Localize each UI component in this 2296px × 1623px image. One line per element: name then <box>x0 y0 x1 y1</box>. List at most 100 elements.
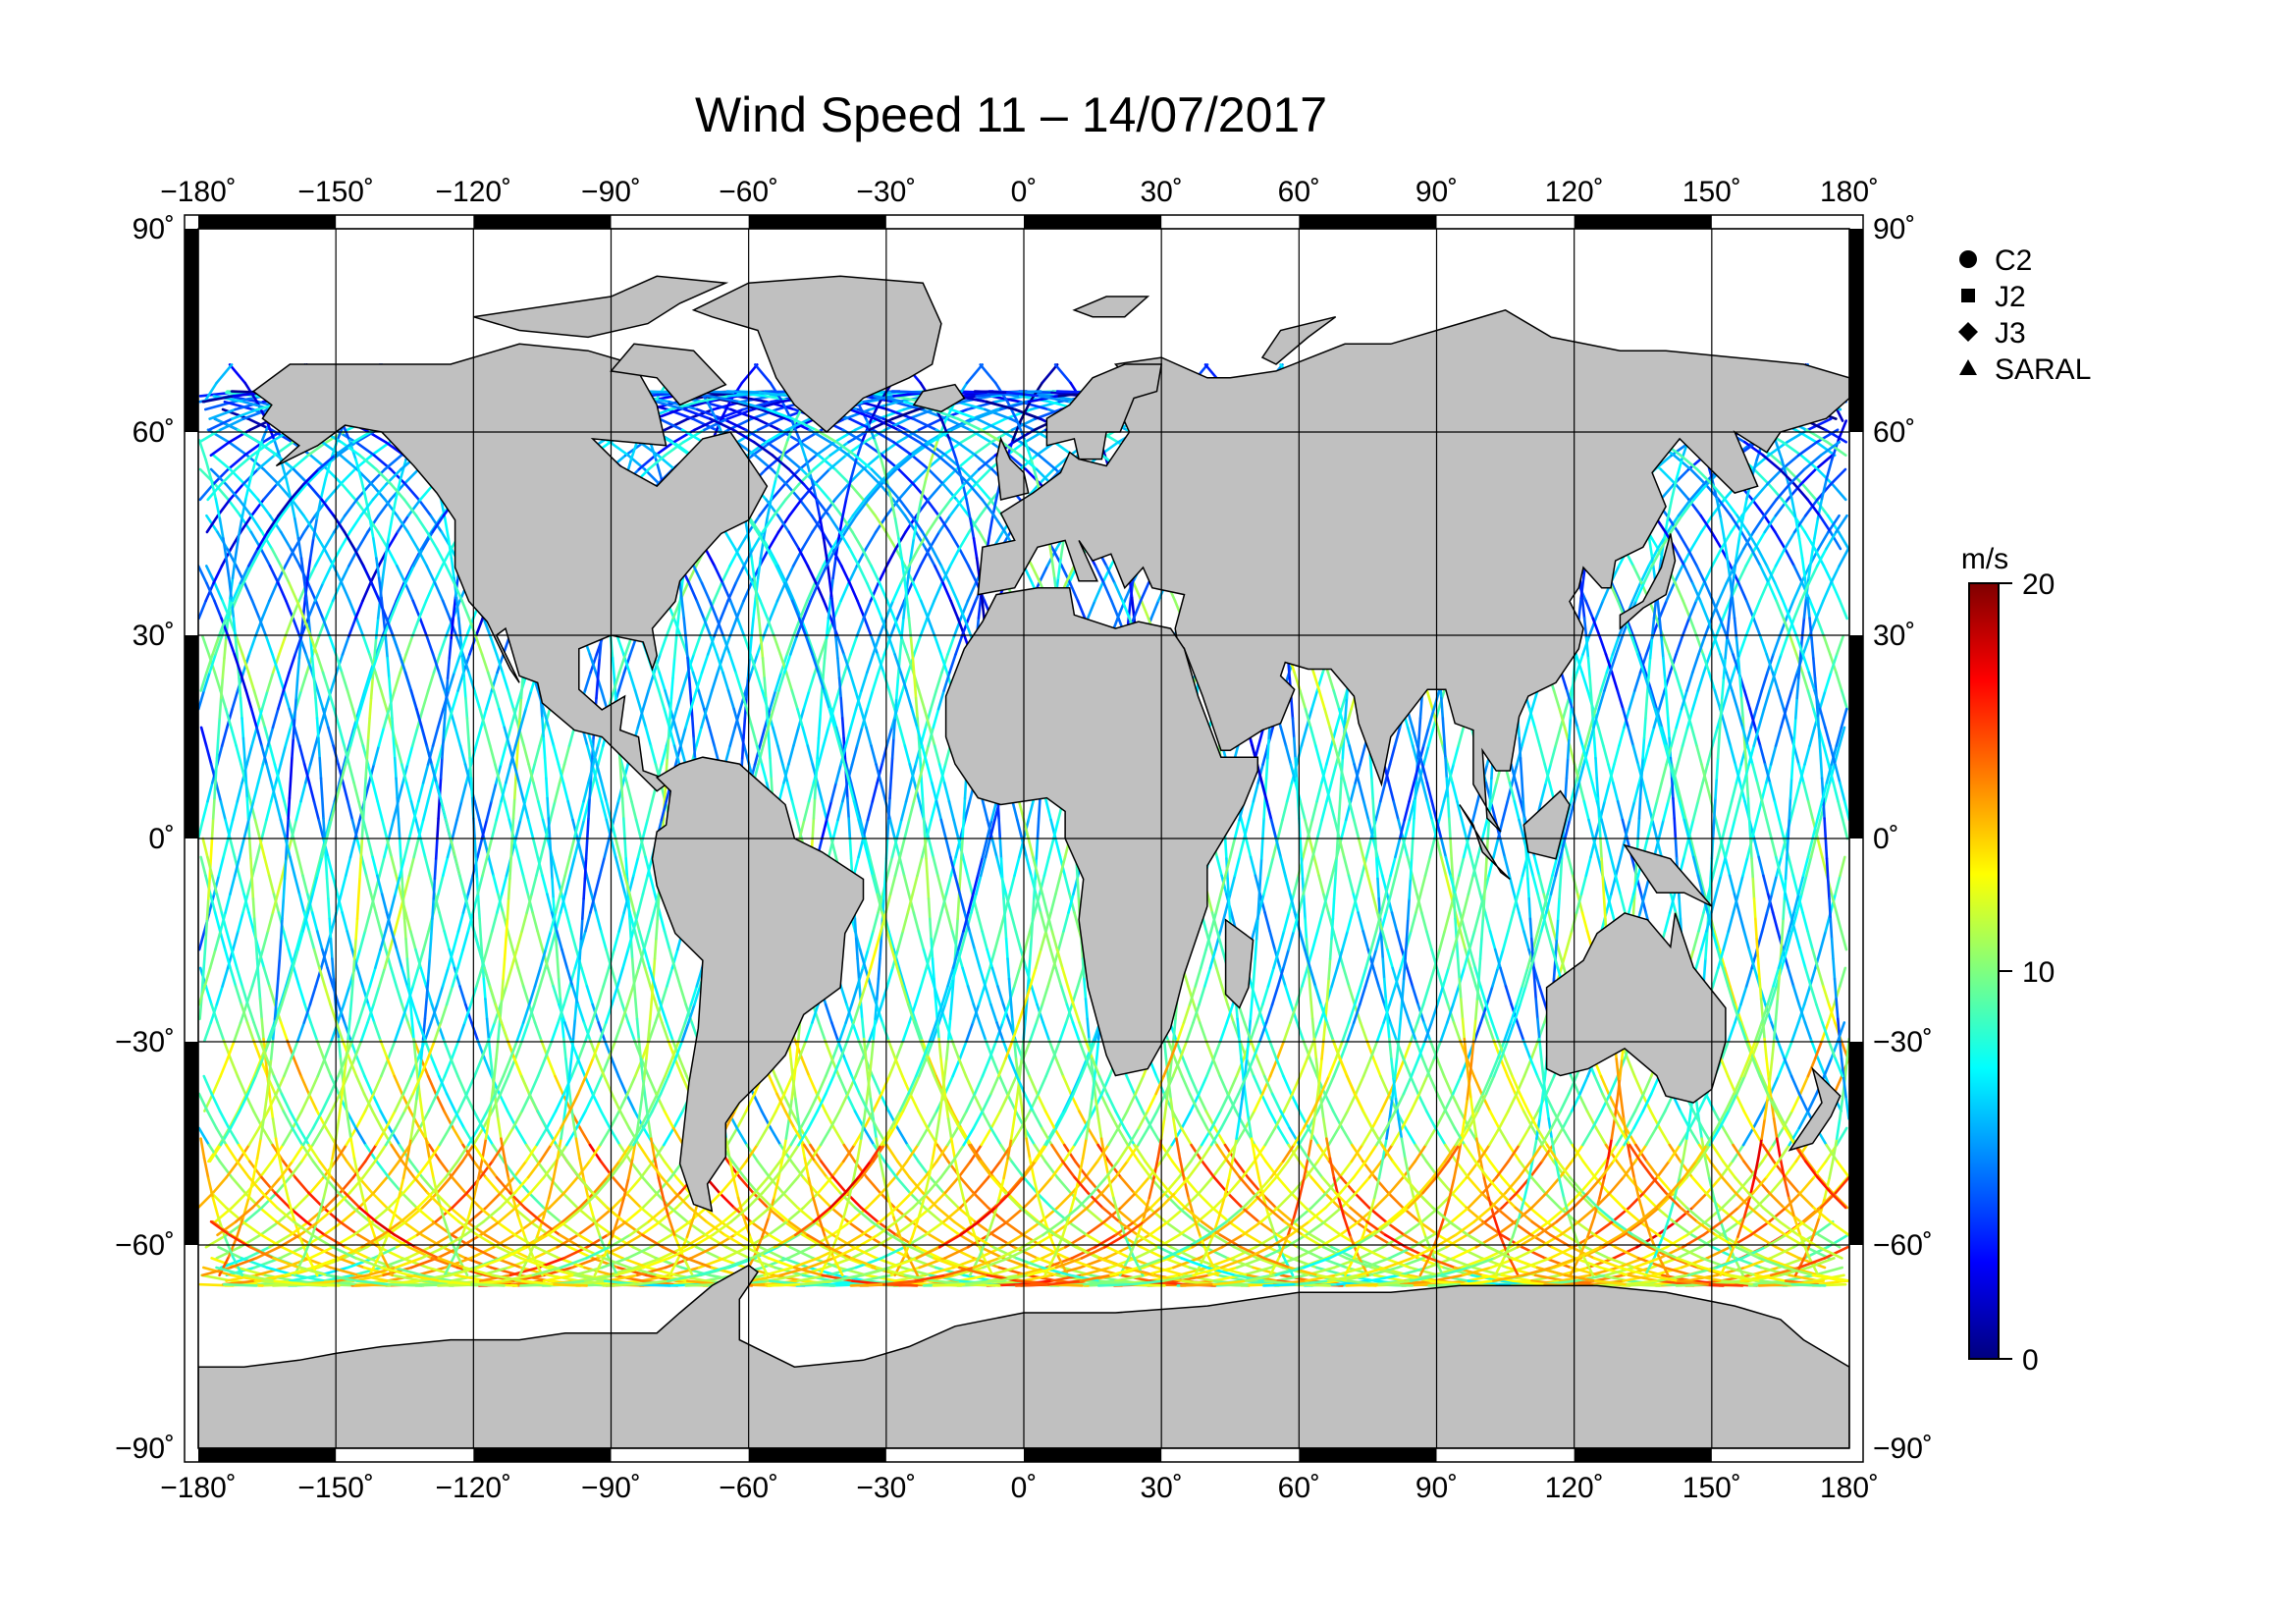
track-segment <box>279 744 288 766</box>
track-segment <box>300 1092 312 1112</box>
track-segment <box>705 599 716 621</box>
track-segment <box>1054 1056 1065 1078</box>
track-segment <box>563 874 572 896</box>
track-segment <box>492 874 500 896</box>
track-segment <box>914 1021 924 1043</box>
track-segment <box>738 1175 755 1195</box>
track-segment <box>309 874 318 896</box>
track-segment <box>1769 1175 1786 1195</box>
track-segment <box>971 1002 981 1024</box>
track-segment <box>198 818 204 840</box>
track-segment <box>356 530 369 551</box>
track-segment <box>499 1074 510 1096</box>
track-segment <box>1266 1245 1293 1260</box>
track-segment <box>403 482 421 502</box>
track-segment <box>284 966 294 988</box>
track-segment <box>336 1002 346 1024</box>
track-segment <box>569 930 578 951</box>
track-segment <box>602 966 611 988</box>
track-segment <box>545 1109 558 1130</box>
track-segment <box>214 781 223 803</box>
track-segment <box>666 407 695 420</box>
track-segment <box>296 855 304 878</box>
track-segment <box>744 1092 757 1112</box>
track-segment <box>861 454 881 471</box>
track-segment <box>559 893 567 914</box>
track-segment <box>483 1056 494 1078</box>
track-segment <box>897 467 916 486</box>
track-segment <box>452 1126 465 1147</box>
track-segment <box>332 565 344 585</box>
track-segment <box>358 930 367 951</box>
track-segment <box>943 1074 954 1096</box>
track-segment <box>582 799 590 822</box>
track-segment <box>388 1126 401 1147</box>
track-segment <box>1783 1160 1797 1179</box>
track-segment <box>790 799 799 822</box>
track-segment <box>1041 1021 1051 1043</box>
track-segment <box>294 1191 312 1210</box>
track-segment <box>758 1245 785 1260</box>
track-segment <box>1769 1074 1780 1096</box>
track-segment <box>933 634 943 656</box>
track-segment <box>526 1002 536 1024</box>
track-segment <box>232 930 240 951</box>
track-segment <box>268 744 277 766</box>
track-segment <box>752 1092 764 1112</box>
track-segment <box>1801 482 1818 502</box>
track-segment <box>863 617 873 638</box>
track-segment <box>578 1126 592 1147</box>
track-segment <box>1038 467 1055 486</box>
track-segment <box>887 689 896 711</box>
track-segment <box>894 1039 905 1060</box>
track-segment <box>1822 634 1832 656</box>
track-segment <box>241 893 249 914</box>
track-segment <box>674 1175 691 1195</box>
track-segment <box>870 634 880 656</box>
track-segment <box>837 1021 848 1043</box>
track-segment <box>704 547 717 568</box>
track-segment <box>1069 1191 1087 1210</box>
track-segment <box>506 930 514 951</box>
track-segment <box>258 1160 274 1179</box>
track-segment <box>646 799 654 822</box>
track-segment <box>438 634 448 656</box>
track-segment <box>1086 599 1096 621</box>
track-segment <box>357 689 366 711</box>
track-segment <box>934 911 943 933</box>
map-plot-area <box>197 228 1850 1449</box>
track-segment <box>751 1191 770 1210</box>
track-segment <box>585 985 595 1006</box>
track-segment <box>928 1056 938 1078</box>
track-segment <box>379 1056 390 1078</box>
track-segment <box>734 395 769 404</box>
track-segment <box>215 985 224 1006</box>
track-segment <box>342 985 351 1006</box>
track-segment <box>388 599 399 621</box>
track-segment <box>499 1175 516 1195</box>
track-segment <box>784 581 796 603</box>
track-segment <box>864 530 878 551</box>
track-segment <box>339 565 350 585</box>
track-segment <box>927 837 935 859</box>
track-segment <box>1835 671 1843 692</box>
track-segment <box>495 653 505 675</box>
track-segment <box>627 671 637 692</box>
track-segment <box>1009 911 1018 933</box>
track-segment <box>876 653 885 675</box>
track-segment <box>438 911 446 933</box>
track-segment <box>536 799 545 822</box>
track-segment <box>871 1074 882 1096</box>
track-segment <box>205 565 217 585</box>
track-segment <box>372 1074 383 1096</box>
track-segment <box>817 1074 828 1096</box>
track-segment <box>919 966 929 988</box>
track-segment <box>524 1143 539 1163</box>
track-segment <box>514 818 522 840</box>
track-segment <box>485 930 494 951</box>
track-segment <box>554 1092 565 1112</box>
track-segment <box>1084 1206 1103 1223</box>
track-segment <box>418 617 429 638</box>
track-segment <box>204 744 213 766</box>
track-segment <box>959 1126 973 1147</box>
